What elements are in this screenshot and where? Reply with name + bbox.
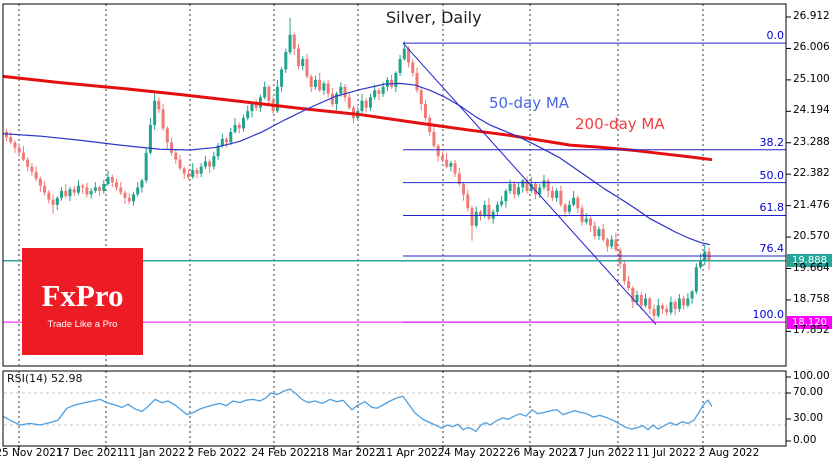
fib-label: 0.0 — [766, 29, 785, 43]
date-axis-label: 18 Mar 2022 — [315, 447, 383, 459]
fib-label: 38.2 — [759, 135, 785, 149]
price-axis-label: 20.570 — [793, 230, 830, 243]
price-axis-label: 19.664 — [793, 261, 830, 274]
date-axis-label: 2 Feb 2022 — [187, 447, 247, 459]
current-price-tag[interactable]: 19.888 — [787, 254, 832, 267]
price-axis-label: 22.382 — [793, 167, 830, 180]
price-axis-label: 18.758 — [793, 292, 830, 305]
fxpro-logo: FxPro Trade Like a Pro — [22, 248, 143, 355]
ma200-line — [2, 74, 713, 162]
borders-ticks-layer — [2, 3, 791, 450]
date-axis-label: 24 Feb 2022 — [251, 447, 317, 459]
rsi-axis-label: 0.00 — [793, 434, 817, 446]
date-axis-label: 11 Jul 2022 — [636, 447, 696, 459]
fib-label: 61.8 — [759, 201, 785, 215]
rsi-indicator-label: RSI(14) 52.98 — [7, 372, 83, 385]
fib-label: 76.4 — [759, 242, 785, 255]
ma50-label: 50-day MA — [489, 94, 570, 112]
ma50-line — [2, 82, 711, 246]
rsi-layer — [2, 388, 713, 433]
fxpro-tagline: Trade Like a Pro — [47, 319, 118, 330]
price-axis-label: 23.288 — [793, 135, 830, 148]
price-axis-label: 25.100 — [793, 72, 830, 85]
chart-title: Silver, Daily — [386, 8, 482, 27]
date-axis-label: 4 May 2022 — [444, 447, 506, 459]
date-axis-label: 17 Jun 2022 — [571, 447, 635, 459]
price-axis-label: 26.006 — [793, 41, 830, 54]
grid-layer — [4, 4, 786, 446]
rsi-axis-label: 30.00 — [793, 412, 824, 424]
price-axis-label: 17.852 — [793, 324, 830, 337]
candles-layer — [5, 17, 711, 323]
fxpro-brand-text: FxPro — [41, 278, 124, 313]
date-axis-label: 17 Dec 2021 — [56, 447, 124, 459]
rsi-axis-label: 70.00 — [793, 386, 824, 398]
price-axis-label: 26.912 — [793, 10, 830, 22]
price-axis-label: 21.476 — [793, 198, 830, 211]
fib-label: 100.0 — [752, 308, 785, 322]
date-axis-label: 11 Jan 2022 — [122, 447, 186, 459]
date-axis-label: 26 May 2022 — [506, 447, 576, 459]
date-axis-label: 2 Aug 2022 — [698, 447, 760, 459]
price-axis-label: 24.194 — [793, 104, 830, 117]
low-price-tag[interactable]: 18.120 — [787, 316, 832, 329]
date-axis-label: 11 Apr 2022 — [379, 447, 445, 459]
date-axis-label: 25 Nov 2021 — [0, 447, 63, 459]
rsi-axis-label: 100.00 — [793, 370, 830, 382]
ma200-label: 200-day MA — [575, 115, 665, 133]
fib-label: 50.0 — [759, 168, 785, 182]
